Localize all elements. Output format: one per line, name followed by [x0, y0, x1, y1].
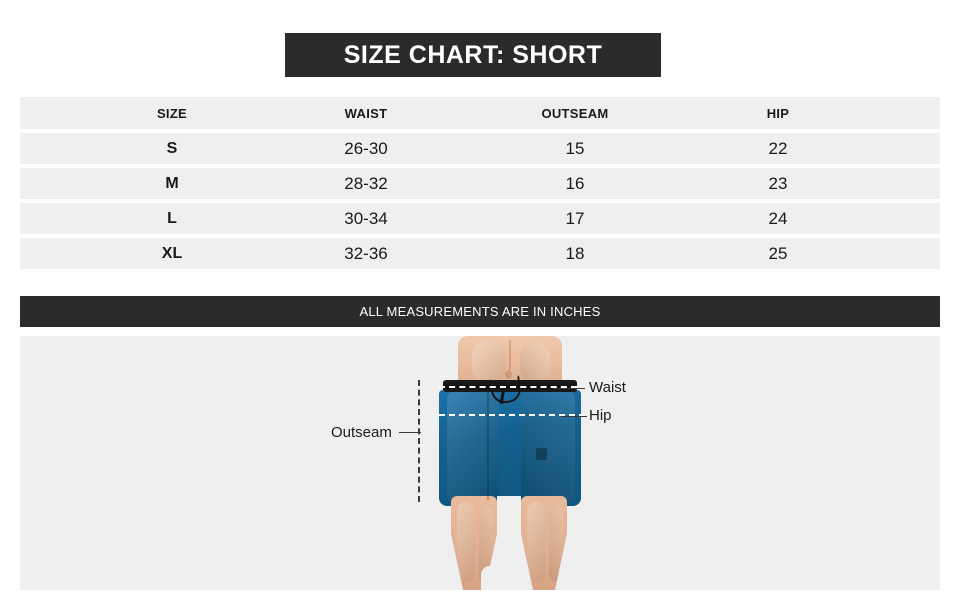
waist-dashed-line [439, 386, 577, 388]
column-header-hip: HIP [766, 105, 790, 121]
table-header-row: SIZE WAIST OUTSEAM HIP [20, 97, 940, 129]
cell-waist: 26-30 [344, 138, 388, 158]
cell-size: XL [161, 244, 183, 262]
table-row: XL 32-36 18 25 [20, 238, 940, 269]
measurement-diagram-panel: Waist Hip Outseam [20, 336, 940, 590]
waist-label: Waist [589, 379, 626, 396]
title-banner: SIZE CHART: SHORT [285, 33, 661, 77]
hip-leader-line [561, 416, 587, 417]
cell-hip: 22 [768, 138, 788, 158]
table-row: S 26-30 15 22 [20, 133, 940, 164]
shorts-crotch-notch [481, 566, 499, 590]
outseam-leader-line [399, 432, 421, 433]
table-row: L 30-34 17 24 [20, 203, 940, 234]
page-title: SIZE CHART: SHORT [343, 40, 603, 69]
shorts-center-seam [487, 392, 489, 500]
cell-waist: 32-36 [344, 243, 388, 263]
size-table: SIZE WAIST OUTSEAM HIP S 26-30 15 22 M 2… [20, 97, 940, 273]
hip-label: Hip [589, 407, 612, 424]
cell-outseam: 15 [565, 138, 585, 158]
table-row: M 28-32 16 23 [20, 168, 940, 199]
torso-shape [458, 336, 562, 388]
waist-leader-line [553, 388, 585, 389]
cell-outseam: 17 [565, 208, 585, 228]
column-header-outseam: OUTSEAM [541, 105, 609, 121]
column-header-size: SIZE [156, 105, 188, 121]
cell-outseam: 16 [565, 173, 585, 193]
shorts-shape [439, 390, 581, 506]
cell-waist: 28-32 [344, 173, 388, 193]
measurements-note: ALL MEASUREMENTS ARE IN INCHES [359, 304, 601, 319]
outseam-label: Outseam [331, 424, 392, 441]
cell-hip: 24 [768, 208, 788, 228]
cell-size: L [167, 209, 177, 227]
shorts-logo-icon [536, 448, 547, 460]
leg-gap-mask [497, 496, 521, 590]
hip-dashed-line [439, 414, 585, 416]
cell-waist: 30-34 [344, 208, 388, 228]
right-leg-taper [521, 496, 567, 590]
measurements-note-banner: ALL MEASUREMENTS ARE IN INCHES [20, 296, 940, 327]
cell-hip: 23 [768, 173, 788, 193]
column-header-waist: WAIST [344, 105, 388, 121]
outseam-dashed-line [418, 380, 420, 502]
abdomen-line [509, 340, 511, 370]
cell-size: M [165, 174, 179, 192]
cell-hip: 25 [768, 243, 788, 263]
cell-outseam: 18 [565, 243, 585, 263]
model-figure-image [417, 336, 603, 590]
cell-size: S [166, 139, 178, 157]
navel-shape [505, 370, 512, 379]
